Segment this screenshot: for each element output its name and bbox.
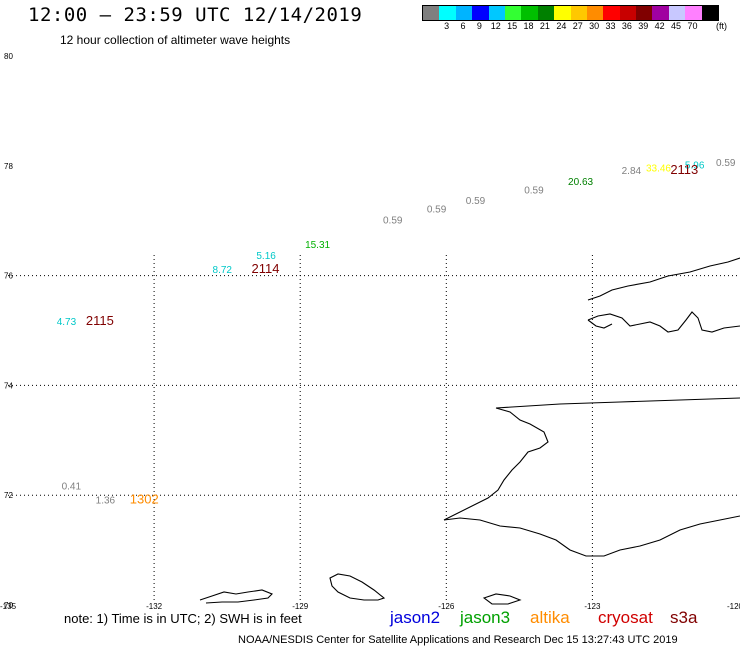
color-scale-label: 70 [687, 21, 698, 31]
wave-height-value: 0.41 [62, 482, 82, 493]
wave-height-value: 0.59 [524, 185, 544, 196]
lat-label: 80 [4, 52, 13, 61]
legend-cryosat: cryosat [598, 608, 653, 627]
color-scale-swatch [488, 6, 505, 20]
wave-height-value: 2.84 [622, 166, 642, 177]
wave-height-value: 33.46 [646, 163, 671, 174]
wave-height-value: 1.36 [96, 495, 116, 506]
color-scale-swatch [586, 6, 604, 20]
note-text: note: 1) Time is in UTC; 2) SWH is in fe… [64, 611, 302, 626]
color-scale-bar [422, 5, 720, 21]
lon-label: -135 [0, 602, 17, 611]
color-scale-swatch [636, 6, 653, 20]
satellite-pass-label: 1302 [130, 491, 159, 506]
color-scale-swatch [521, 6, 538, 20]
color-scale-label: 39 [638, 21, 649, 31]
wave-height-value: 4.73 [57, 317, 77, 328]
footer-credit: NOAA/NESDIS Center for Satellite Applica… [238, 634, 678, 646]
legend-jason3: jason3 [460, 608, 511, 627]
wave-height-value: 5.96 [685, 161, 705, 172]
color-scale-swatch [701, 6, 719, 20]
color-scale-swatch [504, 6, 522, 20]
wave-height-value: 0.59 [427, 204, 447, 215]
legend-altika: altika [530, 608, 570, 627]
lat-label: 78 [4, 162, 13, 171]
color-scale-unit: (ft) [716, 21, 727, 31]
color-scale-label: 18 [523, 21, 534, 31]
satellite-pass-label: 2115 [86, 313, 114, 328]
color-scale-swatch [570, 6, 587, 20]
legend-s3a: s3a [670, 608, 698, 627]
wave-height-value: 0.59 [716, 158, 736, 169]
axis-labels: 80 78 76 74 72 70-135 -132 -129 -126 -123 -120 [0, 52, 740, 611]
color-scale-label: 15 [507, 21, 518, 31]
color-scale-swatch [472, 6, 489, 20]
color-scale-label: 24 [556, 21, 567, 31]
satellite-pass-label: 2114 [252, 261, 280, 276]
coastline [199, 257, 740, 605]
observation-labels: 0.59 5.96 33.46 2.84 2113 20.63 0.59 0.59 0.59 0.… [57, 158, 736, 507]
lon-label: -120 [727, 602, 740, 611]
color-scale-label: 45 [671, 21, 682, 31]
color-scale-swatch [439, 6, 456, 20]
color-scale-label: 36 [621, 21, 632, 31]
wave-height-value: 0.59 [466, 196, 486, 207]
color-scale-swatch [685, 6, 702, 20]
color-scale-label: 27 [572, 21, 583, 31]
color-scale-label: 6 [460, 21, 466, 31]
map-subtitle: 12 hour collection of altimeter wave hei… [60, 33, 291, 47]
wave-height-value: 20.63 [568, 177, 593, 188]
color-scale-swatch [619, 6, 637, 20]
graticule [8, 255, 740, 603]
color-scale-swatch [652, 6, 669, 20]
color-scale-label: 42 [654, 21, 665, 31]
color-scale-swatch [455, 6, 473, 20]
wave-height-value: 8.72 [213, 265, 233, 276]
lat-label: 70 [4, 601, 13, 610]
satellite-pass-label: 2113 [670, 162, 698, 177]
color-scale-swatch [537, 6, 555, 20]
lat-label: 72 [4, 491, 13, 500]
legend-jason2: jason2 [390, 608, 441, 627]
lon-label: -126 [438, 602, 455, 611]
color-scale-label: 12 [490, 21, 501, 31]
wave-height-value: 15.31 [305, 240, 330, 251]
color-scale-label: 21 [539, 21, 550, 31]
map-title: 12:00 – 23:59 UTC 12/14/2019 [28, 4, 363, 26]
lat-label: 74 [4, 381, 13, 390]
lon-label: -132 [146, 602, 163, 611]
color-scale-label: 9 [476, 21, 482, 31]
lon-label: -129 [292, 602, 309, 611]
lat-label: 76 [4, 272, 13, 281]
color-scale-swatch [603, 6, 620, 20]
color-scale-labels: 3 6 9 12 15 18 21 24 27 30 33 36 39 42 45 70 [422, 21, 701, 31]
color-scale-swatch [554, 6, 571, 20]
color-scale-label: 3 [444, 21, 450, 31]
color-scale-label: 33 [605, 21, 616, 31]
color-scale-swatch [423, 6, 440, 20]
color-scale-label: 30 [589, 21, 600, 31]
wave-height-value: 0.59 [383, 215, 403, 226]
wave-height-value: 5.16 [256, 251, 276, 262]
color-scale-swatch [668, 6, 686, 20]
lon-label: -123 [584, 602, 601, 611]
